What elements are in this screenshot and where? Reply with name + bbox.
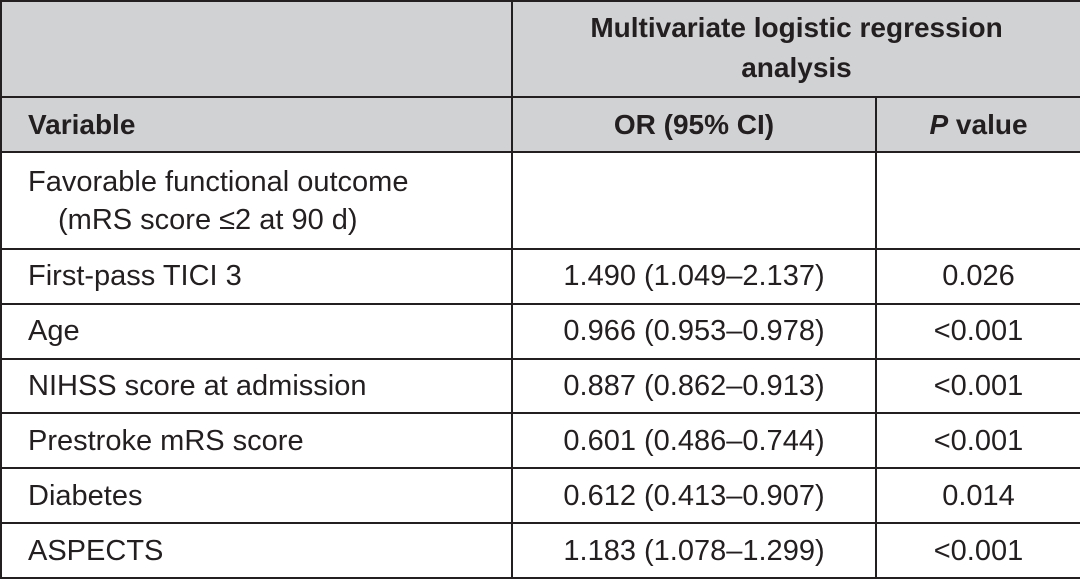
p-letter: P bbox=[929, 108, 949, 140]
p-value-column-header: P value bbox=[875, 96, 1080, 153]
variable-cell: ASPECTS bbox=[0, 522, 513, 579]
or-ci-column-header: OR (95% CI) bbox=[511, 96, 877, 153]
or-ci-cell: 0.887 (0.862–0.913) bbox=[511, 357, 877, 415]
or-ci-cell: 0.612 (0.413–0.907) bbox=[511, 467, 877, 525]
variable-cell: NIHSS score at admission bbox=[0, 357, 513, 415]
or-ci-cell: 1.183 (1.078–1.299) bbox=[511, 522, 877, 579]
section-empty-p bbox=[875, 151, 1080, 250]
p-value-cell: <0.001 bbox=[875, 522, 1080, 579]
empty-header-cell bbox=[0, 0, 513, 98]
section-empty-or bbox=[511, 151, 877, 250]
p-value-cell: <0.001 bbox=[875, 357, 1080, 415]
section-label: Favorable functional outcome (mRS score … bbox=[0, 151, 513, 250]
p-value-cell: <0.001 bbox=[875, 302, 1080, 360]
group-header: Multivariate logistic regression analysi… bbox=[511, 0, 1080, 98]
p-value-suffix: value bbox=[948, 108, 1028, 140]
variable-cell: Age bbox=[0, 302, 513, 360]
section-label-line1: Favorable functional outcome bbox=[28, 165, 409, 198]
column-header-row: Variable OR (95% CI) P value bbox=[0, 96, 1080, 153]
table-row: ASPECTS 1.183 (1.078–1.299) <0.001 bbox=[0, 522, 1080, 579]
table-row: Prestroke mRS score 0.601 (0.486–0.744) … bbox=[0, 412, 1080, 470]
variable-cell: Prestroke mRS score bbox=[0, 412, 513, 470]
p-value-cell: <0.001 bbox=[875, 412, 1080, 470]
or-ci-cell: 0.601 (0.486–0.744) bbox=[511, 412, 877, 470]
variable-column-header: Variable bbox=[0, 96, 513, 153]
table-row: First-pass TICI 3 1.490 (1.049–2.137) 0.… bbox=[0, 248, 1080, 305]
group-header-row: Multivariate logistic regression analysi… bbox=[0, 0, 1080, 98]
variable-cell: First-pass TICI 3 bbox=[0, 248, 513, 305]
table-row: NIHSS score at admission 0.887 (0.862–0.… bbox=[0, 357, 1080, 415]
p-value-cell: 0.026 bbox=[875, 248, 1080, 305]
or-ci-cell: 1.490 (1.049–2.137) bbox=[511, 248, 877, 305]
p-value-cell: 0.014 bbox=[875, 467, 1080, 525]
table-row: Diabetes 0.612 (0.413–0.907) 0.014 bbox=[0, 467, 1080, 525]
or-ci-cell: 0.966 (0.953–0.978) bbox=[511, 302, 877, 360]
table-row: Age 0.966 (0.953–0.978) <0.001 bbox=[0, 302, 1080, 360]
section-label-line2: (mRS score ≤2 at 90 d) bbox=[58, 203, 358, 236]
section-row: Favorable functional outcome (mRS score … bbox=[0, 151, 1080, 250]
variable-cell: Diabetes bbox=[0, 467, 513, 525]
